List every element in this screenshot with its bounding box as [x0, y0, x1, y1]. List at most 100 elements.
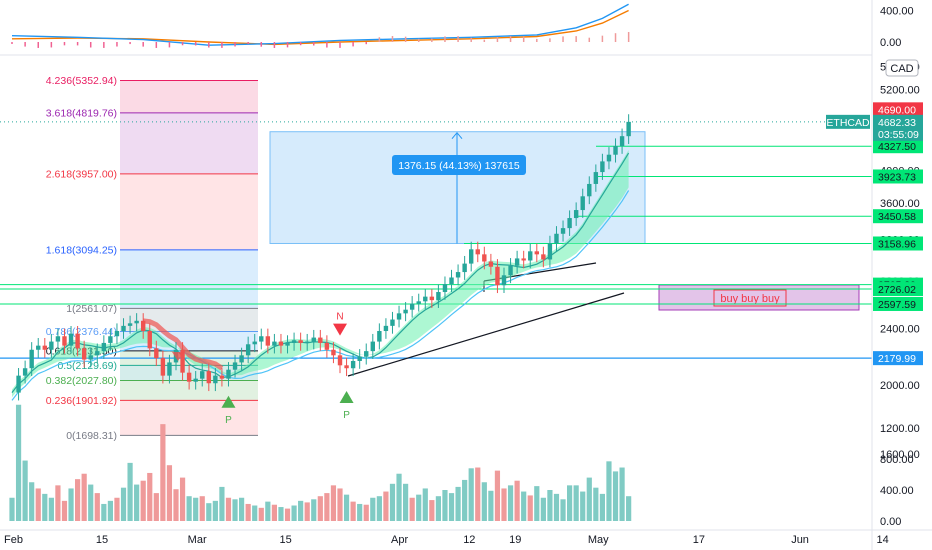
fib-level-label: 4.236(5352.94): [46, 75, 117, 87]
candle-body: [232, 362, 238, 370]
fib-zone: [120, 308, 258, 332]
candle-body: [364, 351, 369, 357]
time-axis-label: 15: [96, 534, 108, 546]
horizontal-tag-label: 2179.99: [878, 353, 916, 365]
volume-bar: [455, 486, 461, 521]
price-axis-label: 3600.00: [880, 198, 920, 210]
candle-body: [613, 146, 618, 155]
volume-bar: [147, 472, 153, 521]
volume-bar: [462, 479, 468, 521]
volume-bar: [271, 504, 277, 521]
volume-bar: [521, 491, 527, 521]
volume-bar: [88, 484, 94, 521]
volume-bar: [101, 503, 107, 521]
candle-body: [180, 349, 185, 373]
candle-body: [606, 154, 612, 162]
candle-body: [534, 251, 539, 255]
candle-body: [252, 341, 257, 345]
buy-signal-icon: [221, 395, 236, 408]
support-tag: [873, 169, 923, 184]
volume-bar: [15, 404, 22, 521]
fib-level-label: 0(1698.31): [66, 430, 117, 442]
volume-bar: [317, 496, 323, 521]
fib-zone: [120, 80, 258, 113]
candle-body: [600, 161, 605, 173]
candle-body: [272, 341, 277, 346]
candle-body: [409, 303, 415, 310]
measure-label: 1376.15 (44.13%) 137615: [398, 160, 520, 172]
volume-bar: [284, 508, 291, 521]
candle-body: [396, 313, 402, 320]
candle-body: [508, 265, 513, 276]
countdown-label: 03:55:09: [878, 129, 919, 141]
volume-bar: [376, 496, 382, 521]
candle-body: [141, 320, 146, 332]
time-axis-label: 12: [463, 534, 475, 546]
volume-bar: [527, 495, 533, 521]
candle-body: [285, 342, 290, 346]
volume-bar: [127, 462, 133, 521]
time-axis-label: Jun: [791, 534, 809, 546]
volume-bar: [258, 507, 264, 521]
candle-body: [147, 331, 152, 349]
candle-body: [619, 136, 625, 147]
volume-bar: [560, 499, 566, 521]
volume-bar: [81, 473, 87, 521]
volume-bar: [350, 501, 356, 521]
volume-bar: [193, 497, 199, 521]
measure-box[interactable]: 1376.15 (44.13%) 137615 buy buy buy: [269, 131, 860, 311]
fib-level-label: 1.618(3094.25): [46, 244, 117, 256]
candle-body: [88, 355, 93, 360]
fib-level-label: 0.236(1901.92): [46, 395, 117, 407]
candle-body: [160, 358, 166, 376]
volume-bar: [134, 484, 140, 521]
ma-slow: [11, 190, 630, 401]
volume-bar: [232, 499, 238, 521]
candle-body: [278, 341, 284, 346]
candle-body: [121, 325, 126, 332]
fib-zone: [120, 400, 258, 436]
time-axis-label: 19: [509, 534, 521, 546]
volume-bar: [357, 503, 363, 521]
candle-body: [514, 258, 520, 266]
candle-body: [62, 336, 67, 346]
volume-bar: [488, 490, 494, 521]
time-axis-label: Apr: [391, 534, 408, 546]
candle-body: [547, 243, 553, 260]
support-tag: [873, 209, 923, 224]
high-tag-label: 4690.00: [878, 104, 916, 116]
last-price-label: 4682.33: [878, 117, 916, 129]
price-axis-label: 2000.00: [880, 380, 920, 392]
time-axis[interactable]: Feb 15 Mar 15 Apr 12 19 May 17 Jun 14: [0, 529, 932, 546]
price-axis[interactable]: 0.00 400.00 0.00 400.00 800.00 1200.00 1600.00…: [826, 0, 923, 550]
volume-bar: [442, 490, 448, 521]
volume-bar: [612, 471, 619, 521]
support-tag-label: 4327.50: [878, 141, 916, 153]
volume-bar: [363, 504, 369, 521]
fib-level-label: 0.382(2027.80): [46, 375, 117, 387]
time-axis-label: 17: [693, 534, 705, 546]
candle-body: [331, 349, 336, 356]
candle-body: [134, 320, 139, 324]
volume-bar: [540, 497, 546, 521]
volume-bar: [422, 488, 428, 521]
candle-body: [265, 336, 271, 346]
volume-axis-label: 1200.00: [880, 423, 920, 435]
volume-pane: [9, 404, 632, 521]
candle-body: [311, 337, 316, 342]
candle-body: [22, 368, 28, 376]
candle-body: [482, 254, 487, 262]
candle-body: [95, 351, 100, 356]
candle-body: [186, 372, 192, 382]
candle-body: [298, 340, 303, 343]
candle-body: [75, 333, 80, 349]
buy-signal-icon: [339, 391, 354, 404]
volume-bar: [160, 424, 166, 521]
oscillator-pane: [0, 3, 872, 56]
volume-bar: [383, 491, 389, 521]
fib-level-label: 0.786(2376.44): [46, 326, 117, 338]
fib-zone: [120, 249, 258, 309]
volume-bar: [370, 497, 376, 521]
candle-body: [455, 272, 461, 278]
volume-bar: [245, 503, 251, 521]
